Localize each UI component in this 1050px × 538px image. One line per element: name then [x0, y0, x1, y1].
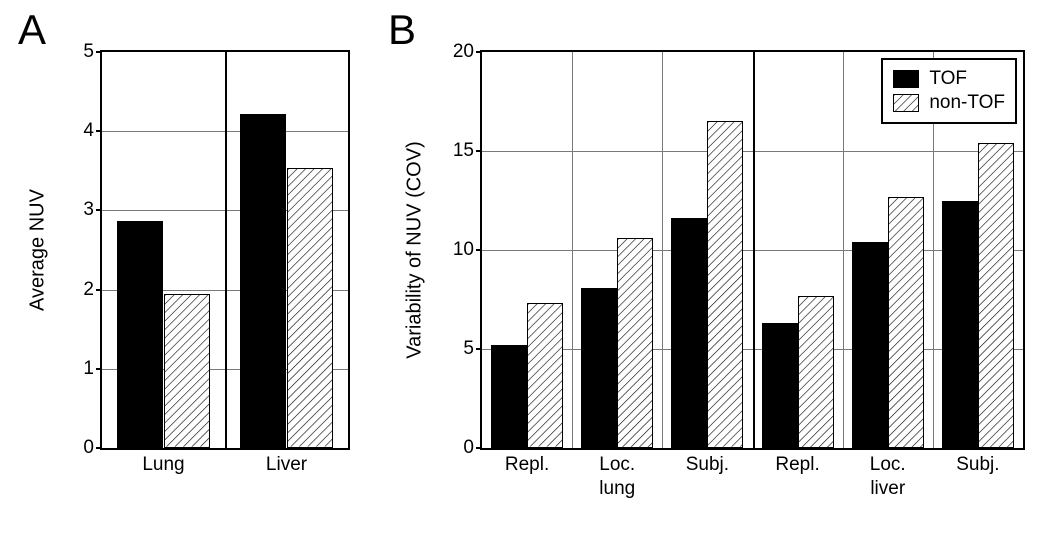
chart-b-bar: [581, 288, 617, 448]
legend-label: TOF: [929, 68, 967, 90]
chart-a-ytick-mark: [96, 289, 102, 291]
chart-b-ytick-mark: [476, 447, 482, 449]
chart-b-ytick-mark: [476, 150, 482, 152]
chart-a: Average NUV 012345LungLiver: [40, 50, 350, 480]
chart-a-plot-area: 012345LungLiver: [100, 50, 350, 450]
chart-b-section-label: liver: [870, 478, 905, 500]
chart-a-bar: [287, 168, 334, 448]
legend-item: non-TOF: [893, 92, 1005, 114]
chart-a-ytick-label: 1: [83, 358, 94, 380]
chart-b-bar: [671, 218, 707, 448]
chart-b-ytick-mark: [476, 249, 482, 251]
chart-b-vgridline: [843, 52, 844, 448]
chart-b-bar: [617, 238, 653, 448]
chart-b-xtick-label: Subj.: [956, 454, 999, 476]
chart-b-plot-area: 05101520Repl.Loc.Subj.Repl.Loc.Subj.lung…: [480, 50, 1025, 450]
chart-b-xtick-label: Repl.: [505, 454, 549, 476]
chart-a-ytick-label: 4: [83, 120, 94, 142]
chart-a-ytick-mark: [96, 447, 102, 449]
legend-label: non-TOF: [929, 92, 1005, 114]
chart-b-bar: [942, 201, 978, 449]
chart-b-ytick-mark: [476, 348, 482, 350]
chart-a-group-divider: [225, 52, 227, 448]
chart-a-ytick-mark: [96, 368, 102, 370]
legend-item: TOF: [893, 68, 1005, 90]
chart-b-ytick-label: 5: [463, 338, 474, 360]
chart-b-ylabel: Variability of NUV (COV): [404, 141, 427, 358]
chart-b-ytick-label: 15: [453, 140, 474, 162]
chart-a-ytick-label: 3: [83, 199, 94, 221]
chart-a-ytick-mark: [96, 130, 102, 132]
chart-b-bar: [978, 143, 1014, 448]
chart-b-ytick-mark: [476, 51, 482, 53]
chart-b-section-divider: [753, 52, 755, 448]
chart-b: Variability of NUV (COV) 05101520Repl.Lo…: [415, 50, 1035, 480]
chart-a-xtick-label: Lung: [142, 454, 184, 476]
chart-b-xtick-label: Repl.: [775, 454, 819, 476]
chart-b-bar: [491, 345, 527, 448]
chart-b-ytick-label: 0: [463, 437, 474, 459]
chart-b-bar: [798, 296, 834, 448]
chart-b-bar: [707, 121, 743, 448]
chart-b-section-label: lung: [599, 478, 635, 500]
chart-a-ytick-label: 2: [83, 279, 94, 301]
chart-b-bar: [527, 303, 563, 448]
chart-a-xtick-label: Liver: [266, 454, 307, 476]
chart-b-xtick-label: Loc.: [870, 454, 906, 476]
chart-a-ytick-label: 0: [83, 437, 94, 459]
chart-b-bar: [762, 323, 798, 448]
chart-a-ytick-mark: [96, 51, 102, 53]
legend-swatch-hatch: [893, 94, 919, 112]
chart-b-bar: [852, 242, 888, 448]
chart-b-ytick-label: 10: [453, 239, 474, 261]
chart-a-ytick-mark: [96, 209, 102, 211]
chart-a-bar: [164, 294, 211, 448]
chart-a-ytick-label: 5: [83, 41, 94, 63]
chart-b-xtick-label: Loc.: [599, 454, 635, 476]
legend-swatch-solid: [893, 70, 919, 88]
chart-b-vgridline: [662, 52, 663, 448]
panel-label-a: A: [18, 6, 46, 54]
chart-b-ytick-label: 20: [453, 41, 474, 63]
chart-b-legend: TOFnon-TOF: [881, 58, 1017, 124]
chart-a-ylabel: Average NUV: [27, 189, 50, 311]
chart-b-vgridline: [572, 52, 573, 448]
figure: A Average NUV 012345LungLiver B Variabil…: [0, 0, 1050, 538]
chart-b-xtick-label: Subj.: [686, 454, 729, 476]
chart-b-bar: [888, 197, 924, 448]
chart-a-bar: [240, 114, 287, 448]
panel-label-b: B: [388, 6, 416, 54]
chart-a-bar: [117, 221, 164, 448]
